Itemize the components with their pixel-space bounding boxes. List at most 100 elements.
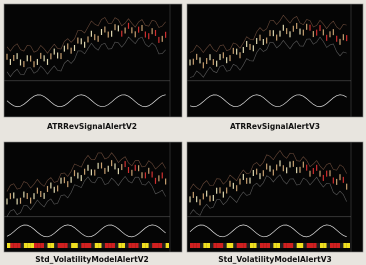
signal-block <box>293 243 296 248</box>
signal-block <box>149 243 152 248</box>
signal-block <box>75 243 78 248</box>
signal-block <box>34 243 37 248</box>
signal-block <box>162 243 165 248</box>
signal-block <box>105 243 108 248</box>
signal-block <box>230 243 233 248</box>
signal-block <box>71 243 74 248</box>
signal-block <box>58 243 61 248</box>
signal-block <box>41 243 44 248</box>
signal-block <box>132 243 135 248</box>
signal-block <box>243 243 246 248</box>
signal-block <box>257 243 260 248</box>
signal-block <box>31 243 34 248</box>
signal-block <box>78 243 81 248</box>
signal-block <box>207 243 210 248</box>
signal-block <box>142 243 145 248</box>
signal-block <box>54 243 57 248</box>
signal-block <box>200 243 203 248</box>
signal-block <box>203 243 206 248</box>
signal-block <box>152 243 155 248</box>
signal-block <box>145 243 148 248</box>
signal-block <box>333 243 336 248</box>
signal-block <box>327 243 330 248</box>
signal-block <box>303 243 306 248</box>
signal-block <box>10 243 13 248</box>
signal-block <box>320 243 323 248</box>
signal-block <box>129 243 132 248</box>
signal-block <box>135 243 138 248</box>
signal-block <box>290 243 293 248</box>
signal-block <box>210 243 213 248</box>
signal-block <box>159 243 162 248</box>
signal-block <box>313 243 316 248</box>
signal-block <box>88 243 91 248</box>
signal-block <box>317 243 320 248</box>
signal-block <box>263 243 266 248</box>
signal-block <box>102 243 105 248</box>
signal-block <box>24 243 27 248</box>
signal-block <box>283 243 286 248</box>
signal-block <box>213 243 216 248</box>
signal-block <box>280 243 283 248</box>
signal-block <box>223 243 226 248</box>
signal-block <box>240 243 243 248</box>
screenshot-grid: ATRRevSignalAlertV2 ATRRevSignalAlertV3 … <box>0 0 366 265</box>
signal-block <box>190 243 193 248</box>
panel-caption: ATRRevSignalAlertV3 <box>230 122 320 131</box>
signal-block <box>108 243 111 248</box>
signal-block <box>122 243 125 248</box>
signal-block <box>112 243 115 248</box>
signal-block <box>7 243 10 248</box>
signal-block <box>273 243 276 248</box>
signal-block <box>297 243 300 248</box>
signal-block <box>91 243 94 248</box>
signal-block <box>166 243 169 248</box>
panel-caption: ATRRevSignalAlertV2 <box>47 122 137 131</box>
signal-block <box>118 243 121 248</box>
signal-block <box>51 243 54 248</box>
signal-block <box>48 243 51 248</box>
signal-block <box>85 243 88 248</box>
signal-block <box>44 243 47 248</box>
signal-block <box>287 243 290 248</box>
signal-block <box>14 243 17 248</box>
signal-block <box>253 243 256 248</box>
signal-block <box>270 243 273 248</box>
signal-block <box>330 243 333 248</box>
panel-caption: Std_VolatilityModelAlertV2 <box>35 255 148 264</box>
signal-block <box>347 243 350 248</box>
signal-block <box>260 243 263 248</box>
signal-block <box>197 243 200 248</box>
signal-block <box>17 243 20 248</box>
signal-block <box>64 243 67 248</box>
signal-block <box>307 243 310 248</box>
signal-block <box>27 243 30 248</box>
signal-block <box>68 243 71 248</box>
signal-block <box>61 243 64 248</box>
signal-block <box>220 243 223 248</box>
signal-block <box>217 243 220 248</box>
signal-block <box>343 243 346 248</box>
signal-block <box>277 243 280 248</box>
signal-block <box>95 243 98 248</box>
signal-block <box>81 243 84 248</box>
signal-block <box>267 243 270 248</box>
panel-caption: Std_VolatilityModelAlertV3 <box>218 255 331 264</box>
signal-block <box>98 243 101 248</box>
signal-block <box>156 243 159 248</box>
signal-block <box>247 243 250 248</box>
signal-block <box>310 243 313 248</box>
signal-block <box>233 243 236 248</box>
signal-block <box>21 243 24 248</box>
signal-block <box>340 243 343 248</box>
signal-block <box>337 243 340 248</box>
signal-block <box>300 243 303 248</box>
signal-block <box>237 243 240 248</box>
signal-block <box>125 243 128 248</box>
signal-block <box>250 243 253 248</box>
signal-block <box>193 243 196 248</box>
signal-block <box>115 243 118 248</box>
signal-block <box>37 243 40 248</box>
signal-block <box>227 243 230 248</box>
signal-block <box>139 243 142 248</box>
